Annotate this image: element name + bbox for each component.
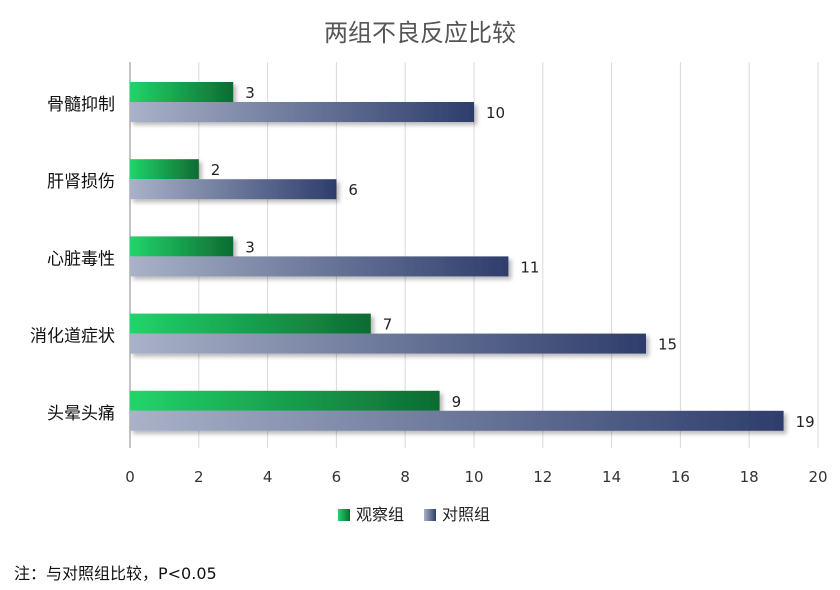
x-tick-label: 14: [602, 468, 621, 486]
data-label: 6: [348, 181, 358, 199]
data-label: 3: [245, 84, 255, 102]
bar-control: [130, 410, 784, 431]
data-label: 19: [796, 413, 815, 431]
bar-observation: [130, 236, 234, 257]
category-label: 骨髓抑制: [47, 95, 115, 115]
data-label: 15: [658, 336, 677, 354]
x-tick-label: 0: [125, 468, 135, 486]
legend-swatch: [424, 509, 436, 521]
bar-observation: [130, 390, 440, 411]
data-label: 11: [520, 258, 539, 276]
data-label: 9: [452, 393, 462, 411]
x-tick-label: 4: [263, 468, 273, 486]
bar-control: [130, 179, 337, 200]
x-tick-label: 10: [464, 468, 483, 486]
footnote: 注：与对照组比较，P<0.05: [14, 564, 217, 583]
bar-observation: [130, 82, 234, 102]
x-tick-label: 6: [332, 468, 342, 486]
legend-swatch: [338, 509, 350, 521]
x-tick-label: 20: [808, 468, 827, 486]
bar-observation: [130, 159, 199, 180]
x-tick-label: 16: [671, 468, 690, 486]
data-label: 3: [245, 238, 255, 256]
bar-control: [130, 333, 646, 354]
category-label: 头晕头痛: [47, 404, 115, 424]
legend-label: 对照组: [442, 505, 490, 524]
chart-title: 两组不良反应比较: [324, 19, 516, 47]
category-label: 消化道症状: [30, 327, 115, 347]
data-label: 10: [486, 104, 505, 122]
data-label: 2: [211, 161, 221, 179]
category-label: 心脏毒性: [47, 249, 115, 269]
x-tick-label: 12: [533, 468, 552, 486]
category-label: 肝肾损伤: [47, 172, 115, 192]
bar-control: [130, 102, 474, 122]
x-tick-label: 18: [740, 468, 759, 486]
x-tick-label: 2: [194, 468, 204, 486]
data-label: 7: [383, 316, 393, 334]
legend-label: 观察组: [356, 505, 404, 524]
x-tick-label: 8: [400, 468, 410, 486]
bar-control: [130, 256, 509, 277]
bar-observation: [130, 313, 371, 334]
